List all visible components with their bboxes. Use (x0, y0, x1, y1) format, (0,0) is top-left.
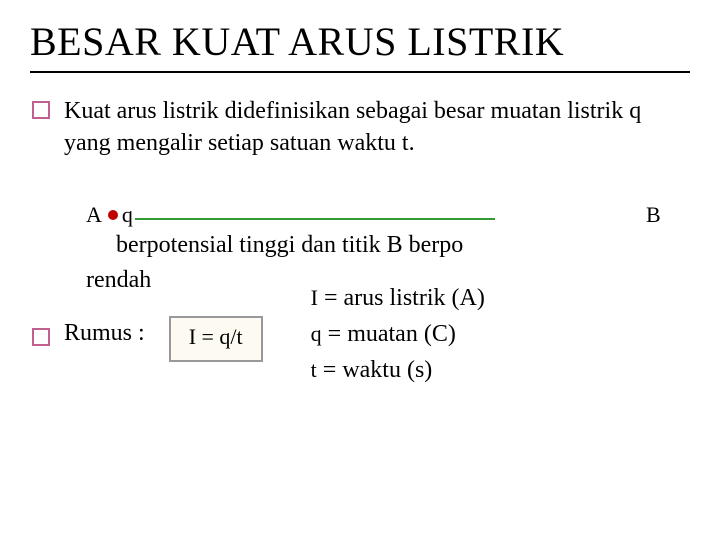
legend-line-3: t = waktu (s) (311, 352, 485, 388)
rumus-label: Rumus : (64, 320, 145, 347)
square-bullet-icon (32, 101, 50, 119)
diagram-sentence-1: berpotensial tinggi dan titik B berpo (116, 229, 690, 261)
bullet-1: Kuat arus listrik didefinisikan sebagai … (30, 95, 690, 160)
wire-line (135, 218, 495, 220)
square-bullet-icon (32, 328, 50, 346)
charge-dot-icon (108, 210, 118, 220)
formula-box: I = q/t (169, 316, 263, 362)
legend-I-desc: = arus listrik (A) (318, 285, 485, 311)
legend-line-1: I = arus listrik (A) (311, 280, 485, 316)
diagram-label-q: q (122, 200, 133, 230)
diagram-label-a: A (86, 200, 102, 230)
legend-I: I (311, 285, 318, 310)
legend: I = arus listrik (A) q = muatan (C) t = … (311, 280, 485, 388)
bullet-1-text: Kuat arus listrik didefinisikan sebagai … (64, 95, 690, 160)
legend-line-2: q = muatan (C) (311, 316, 485, 352)
title-underline (30, 71, 690, 73)
diagram-label-b: B (646, 200, 661, 230)
legend-t-desc: = waktu (s) (317, 357, 433, 383)
page-title: BESAR KUAT ARUS LISTRIK (30, 18, 690, 65)
legend-q: q (311, 321, 322, 346)
legend-q-desc: = muatan (C) (322, 321, 456, 347)
